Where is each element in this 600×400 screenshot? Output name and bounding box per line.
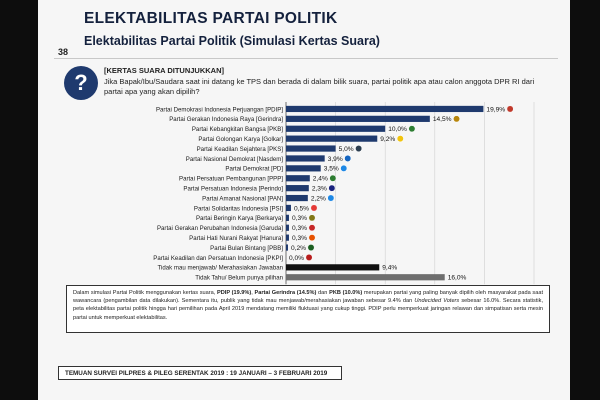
category-label: Partai Demokrat [PD] — [225, 166, 283, 173]
note-text: dan — [318, 290, 328, 296]
slide: ELEKTABILITAS PARTAI POLITIK Elektabilit… — [38, 0, 570, 400]
party-logo-icon — [453, 115, 460, 123]
bar — [286, 214, 289, 221]
category-label: Partai Keadilan Sejahtera [PKS] — [197, 146, 284, 153]
bar — [286, 274, 445, 281]
category-label: Partai Bulan Bintang [PBB] — [210, 245, 283, 252]
bar — [286, 204, 291, 212]
party-logo-icon — [327, 194, 335, 202]
party-logo-icon — [310, 204, 318, 212]
category-label: Partai Nasional Demokrat [Nasdem] — [186, 156, 284, 163]
summary-note: Dalam simulasi Partai Politik menggunaka… — [66, 285, 550, 333]
category-label: Partai Gerakan Indonesia Raya [Gerindra] — [169, 116, 283, 123]
divider — [54, 58, 558, 59]
page-number: 38 — [58, 47, 69, 57]
party-logo-icon — [305, 254, 313, 261]
data-label: 2,4% — [313, 176, 328, 183]
data-label: 10,0% — [388, 126, 407, 133]
bar — [286, 224, 289, 231]
bar — [286, 244, 288, 251]
data-label: 3,5% — [324, 166, 339, 173]
category-label: Partai Solidaritas Indonesia [PSI] — [194, 205, 283, 212]
data-label: 5,0% — [339, 146, 354, 153]
category-label: Partai Persatuan Indonesia [Perindo] — [183, 185, 283, 192]
party-logo-icon — [340, 164, 348, 172]
note-text: , — [251, 290, 253, 296]
question-mark-icon: ? — [64, 66, 98, 100]
data-label: 0,2% — [291, 245, 306, 252]
note-emphasis: Undecided Voters — [414, 298, 460, 305]
data-label: 9,4% — [382, 265, 397, 272]
data-label: 0,3% — [292, 215, 307, 222]
category-label: Partai Hati Nurani Rakyat [Hanura] — [189, 235, 283, 242]
category-label: Partai Golongan Karya [Golkar] — [198, 136, 283, 143]
category-label: Partai Beringin Karya [Berkarya] — [196, 215, 283, 222]
data-label: 16,0% — [448, 275, 467, 282]
bar — [286, 234, 289, 241]
data-label: 0,5% — [294, 205, 309, 212]
bar — [286, 105, 484, 113]
category-label: Tidak mau menjawab/ Merahasiakan Jawaban — [158, 265, 283, 272]
note-text: Dalam simulasi Partai Politik menggunaka… — [73, 290, 216, 296]
note-highlight: PDIP (19.9%) — [217, 290, 252, 296]
party-logo-icon — [396, 135, 404, 143]
party-logo-icon — [308, 234, 316, 242]
page-subtitle: Elektabilitas Partai Politik (Simulasi K… — [84, 34, 380, 48]
data-label: 2,2% — [311, 195, 326, 202]
party-logo-icon — [308, 224, 316, 232]
data-label: 19,9% — [486, 106, 505, 113]
bar-chart: 0,0%5,0%10,0%15,0%20,0%25,0%Partai Demok… — [153, 102, 535, 285]
bar — [286, 194, 308, 202]
bar — [286, 155, 325, 162]
category-label: Partai Gerakan Perubahan Indonesia [Garu… — [157, 225, 283, 232]
category-label: Partai Demokrasi Indonesia Perjuangan [P… — [156, 106, 283, 113]
party-logo-icon — [308, 214, 316, 222]
data-label: 2,3% — [312, 185, 327, 192]
note-text: sebesar 16.0%. Secara statistik, peta el… — [73, 298, 543, 321]
category-label: Partai Persatuan Pembangunan [PPP] — [179, 176, 283, 183]
category-label: Tidak Tahu/ Belum punya pilihan — [195, 275, 283, 282]
data-label: 14,5% — [433, 116, 452, 123]
note-highlight: PKB (10.0%) — [329, 290, 363, 296]
note-highlight: Partai Gerindra (14.5%) — [254, 290, 317, 296]
note-text: merupakan partai yang paling banyak dipi… — [73, 290, 544, 305]
bar — [286, 165, 321, 172]
data-label: 0,3% — [292, 225, 307, 232]
party-logo-icon — [307, 244, 315, 252]
data-label: 3,9% — [328, 156, 343, 163]
bar — [286, 185, 309, 192]
category-label: Partai Amanat Nasional [PAN] — [202, 195, 283, 202]
page-title: ELEKTABILITAS PARTAI POLITIK — [84, 10, 338, 27]
category-label: Partai Keadilan dan Persatuan Indonesia … — [153, 255, 283, 262]
party-logo-icon — [344, 155, 352, 162]
data-label: 9,2% — [380, 136, 395, 143]
bar — [286, 135, 378, 142]
bar — [286, 175, 310, 182]
question-text: Jika Bapak/Ibu/Saudara saat ini datang k… — [104, 77, 535, 96]
bar — [286, 125, 386, 132]
party-logo-icon — [329, 174, 337, 182]
party-logo-icon — [328, 184, 336, 192]
data-label: 0,3% — [292, 235, 307, 242]
question-label: [KERTAS SUARA DITUNJUKKAN] — [104, 66, 224, 75]
party-logo-icon — [355, 145, 363, 153]
survey-footer: TEMUAN SURVEI PILPRES & PILEG SERENTAK 2… — [58, 366, 342, 380]
category-label: Partai Kebangkitan Bangsa [PKB] — [192, 126, 283, 133]
bar — [286, 145, 336, 152]
data-label: 0,0% — [289, 255, 304, 262]
bar — [286, 264, 380, 271]
party-logo-icon — [408, 125, 416, 133]
bar — [286, 115, 430, 122]
party-logo-icon — [506, 105, 514, 113]
